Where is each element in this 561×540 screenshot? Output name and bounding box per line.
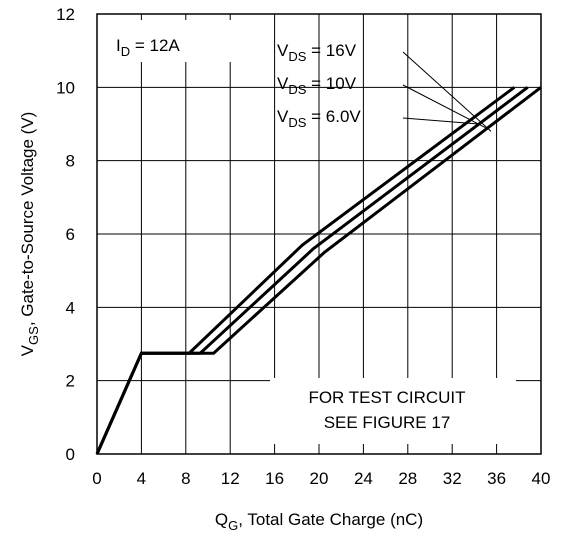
test-note-line-1: FOR TEST CIRCUIT — [308, 388, 465, 407]
x-tick-label: 36 — [487, 469, 506, 488]
x-tick-label: 12 — [221, 469, 240, 488]
id-label-box — [101, 20, 231, 62]
x-tick-label: 40 — [532, 469, 551, 488]
y-tick-label: 4 — [66, 298, 75, 317]
x-tick-label: 8 — [181, 469, 190, 488]
test-note-line-2: SEE FIGURE 17 — [324, 413, 451, 432]
vds-label-16v: VDS = 16V — [277, 41, 357, 64]
x-tick-label: 0 — [92, 469, 101, 488]
x-tick-label: 28 — [398, 469, 417, 488]
series-lines — [95, 86, 542, 455]
y-tick-label: 6 — [66, 225, 75, 244]
series-line-2 — [95, 86, 516, 455]
y-tick-label: 2 — [66, 372, 75, 391]
test-note-box — [270, 378, 516, 444]
id-label: ID = 12A — [116, 36, 180, 59]
y-tick-label: 0 — [66, 445, 75, 464]
x-tick-label: 32 — [443, 469, 462, 488]
vds-leader-lines — [402, 51, 492, 132]
vds-leader-2 — [402, 117, 479, 125]
y-tick-label: 10 — [56, 78, 75, 97]
y-tick-label: 12 — [56, 5, 75, 24]
x-tick-label: 20 — [310, 469, 329, 488]
y-tick-labels: 0 2 4 6 8 10 12 — [56, 5, 75, 464]
y-axis-label: VGS, Gate-to-Source Voltage (V) — [18, 112, 41, 357]
plot-frame — [96, 13, 542, 455]
y-tick-label: 8 — [66, 152, 75, 171]
vds-leader-1 — [402, 84, 486, 129]
x-tick-label: 4 — [137, 469, 146, 488]
x-tick-label: 16 — [265, 469, 284, 488]
vds-label-10v: VDS = 10V — [277, 74, 357, 97]
x-tick-labels: 0 4 8 12 16 20 24 28 32 36 40 — [92, 469, 550, 488]
x-tick-label: 24 — [354, 469, 373, 488]
vds-label-6v: VDS = 6.0V — [277, 107, 361, 130]
x-axis-label: QG, Total Gate Charge (nC) — [215, 510, 423, 533]
vds-leader-0 — [402, 51, 492, 132]
